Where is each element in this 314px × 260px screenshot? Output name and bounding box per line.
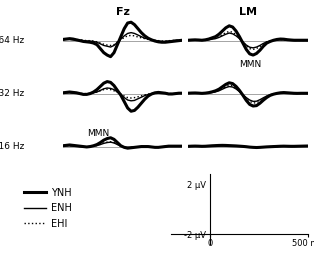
Text: 1016 Hz: 1016 Hz [0, 142, 24, 151]
Text: MMN: MMN [239, 60, 262, 69]
Text: MMN: MMN [88, 129, 110, 138]
Title: Fz: Fz [116, 8, 129, 17]
Text: 1032 Hz: 1032 Hz [0, 89, 24, 98]
Legend: YNH, ENH, EHI: YNH, ENH, EHI [24, 188, 72, 229]
Text: 1064 Hz: 1064 Hz [0, 36, 24, 45]
Title: LM: LM [239, 8, 257, 17]
